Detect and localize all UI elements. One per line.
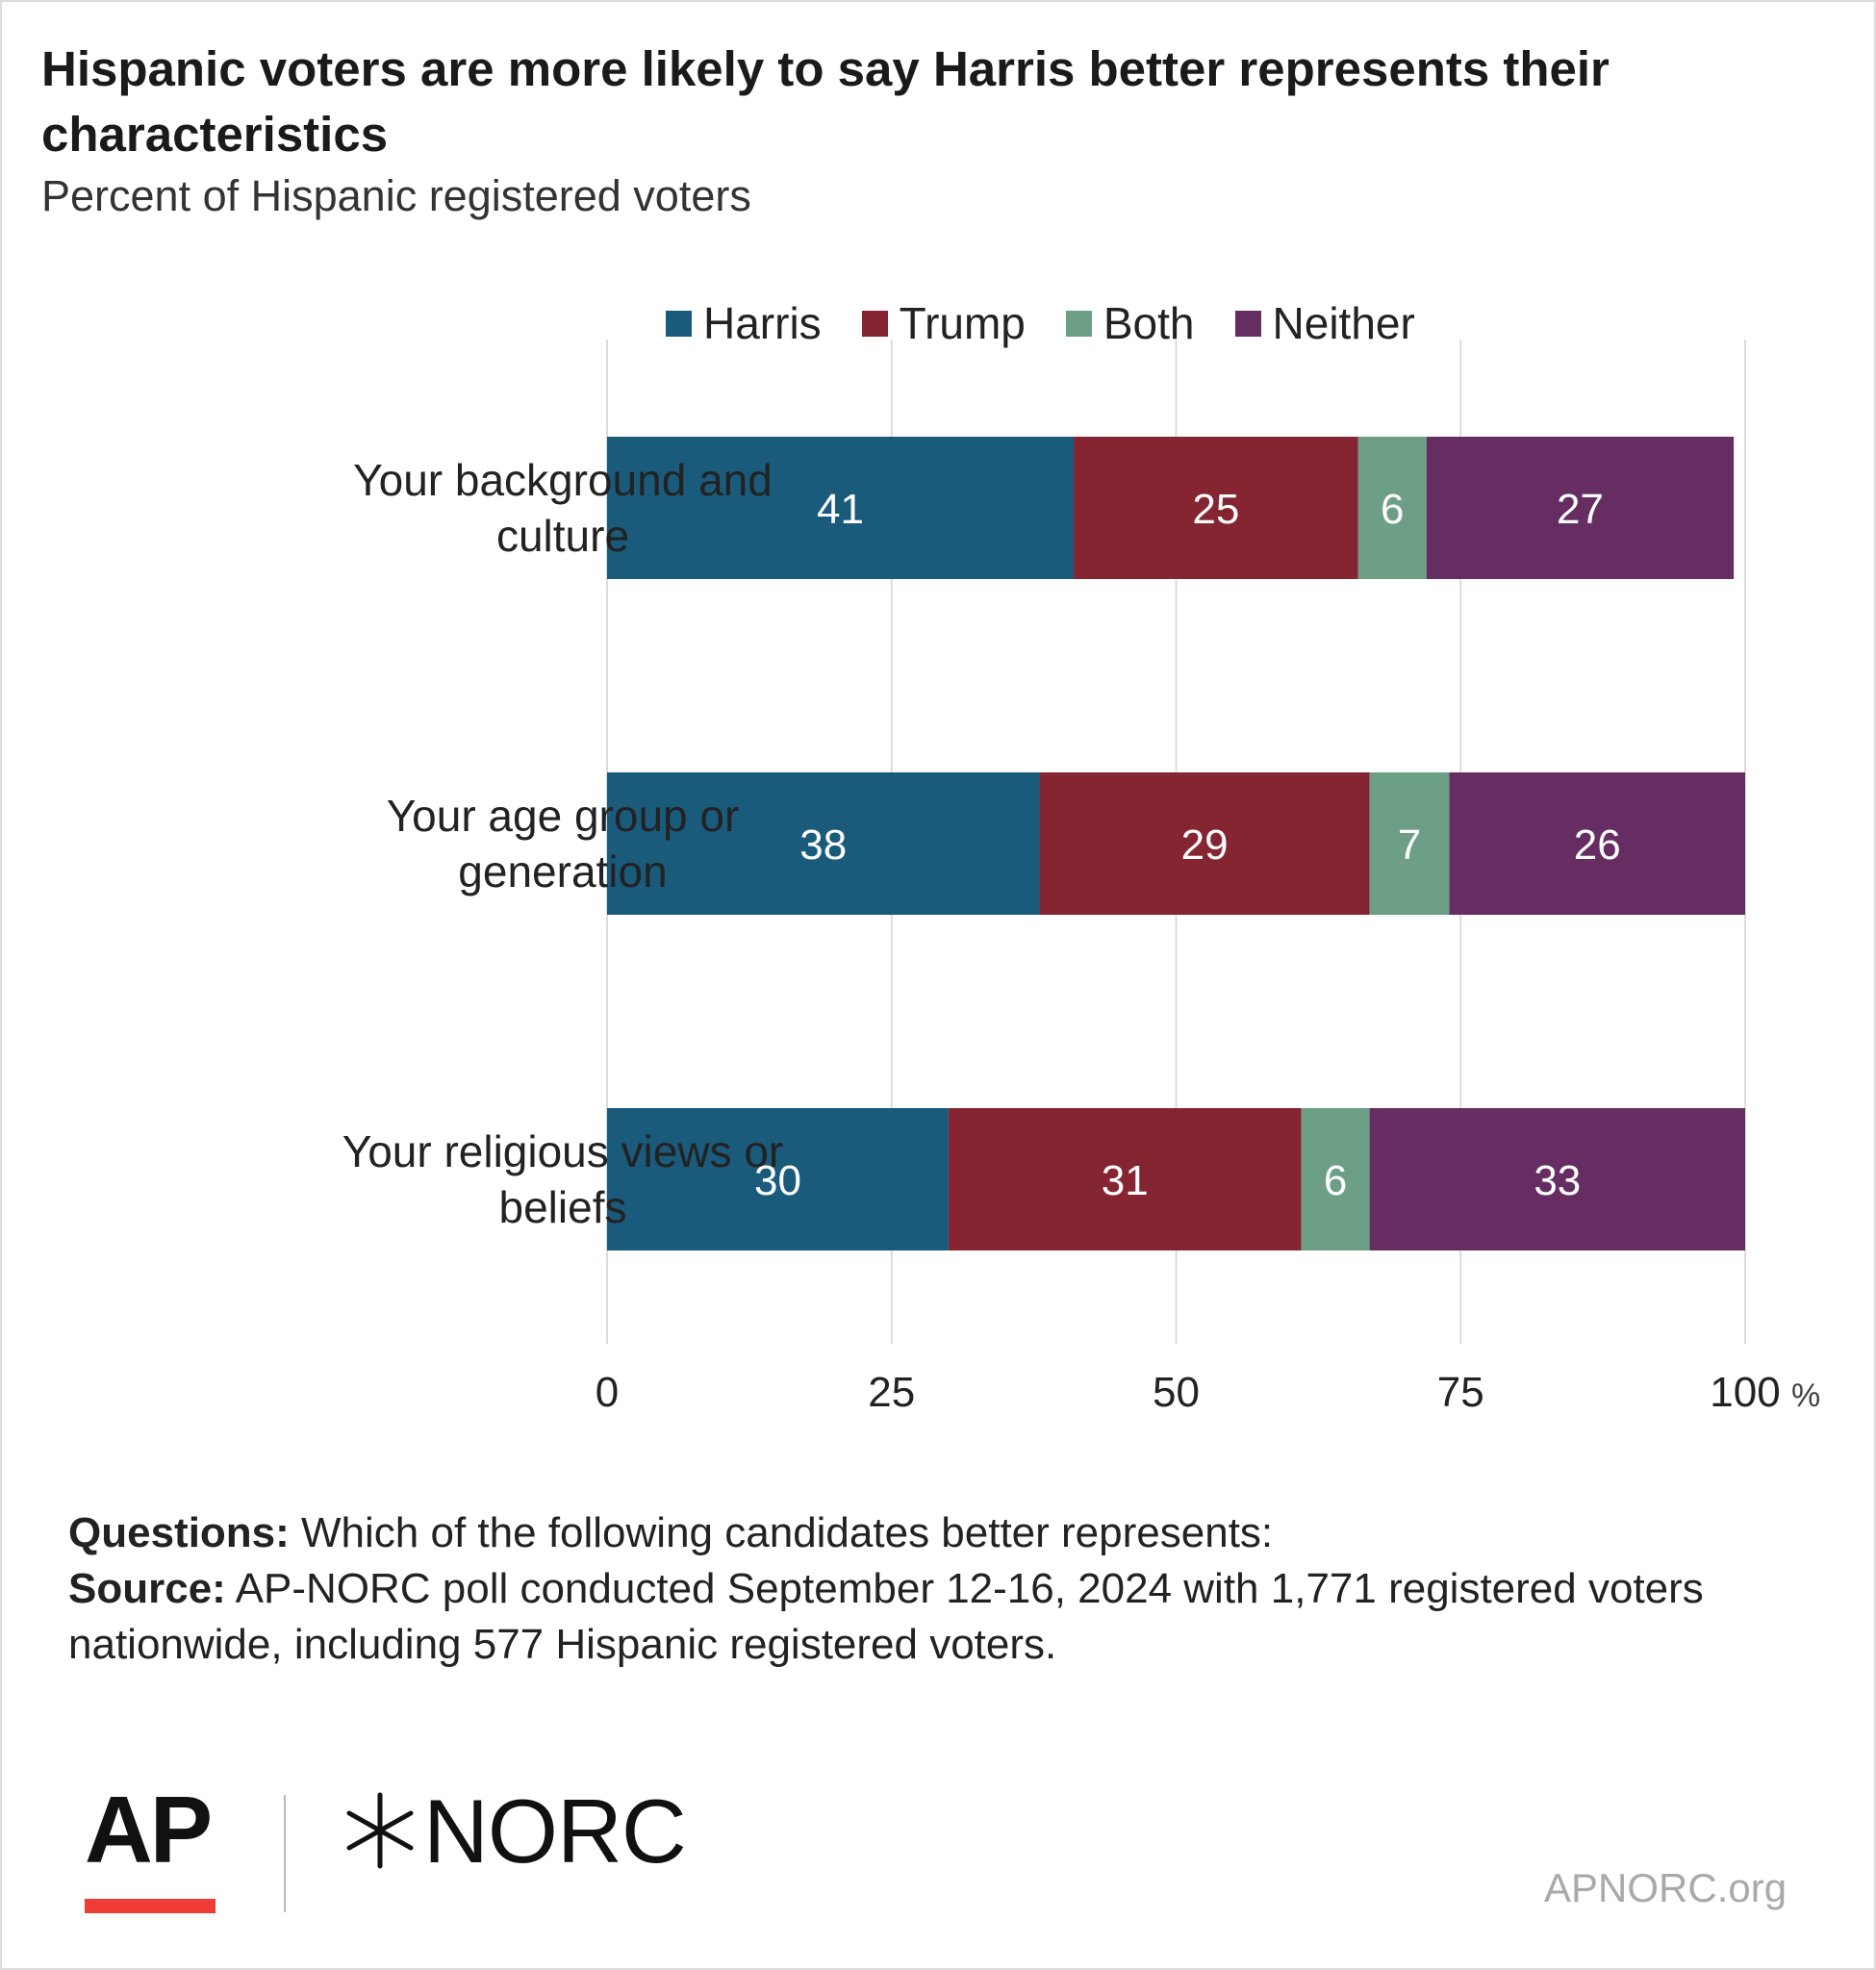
bar-segment-harris	[607, 772, 1040, 915]
chart-subtitle: Percent of Hispanic registered voters	[41, 171, 751, 220]
chart-legend: Harris Trump Both Neither	[666, 294, 1456, 352]
questions-label: Questions:	[68, 1509, 290, 1556]
category-label: culture	[496, 511, 629, 561]
legend-swatch	[861, 310, 888, 337]
bar-segment-trump	[948, 1108, 1302, 1250]
bar-segment-neither	[1426, 437, 1735, 579]
chart-footnote: Questions: Which of the following candid…	[68, 1505, 1819, 1673]
source-line: Source: AP-NORC poll conducted September…	[68, 1561, 1819, 1673]
data-label: 6	[1324, 1157, 1347, 1204]
bar-segment-harris	[607, 437, 1075, 579]
data-label: 7	[1398, 821, 1421, 869]
category-label: beliefs	[499, 1182, 627, 1232]
data-label: 26	[1574, 821, 1621, 869]
norc-logo: NORC	[423, 1781, 687, 1882]
data-label: 38	[799, 821, 847, 869]
site-url: APNORC.org	[1544, 1865, 1787, 1910]
category-label: Your age group or	[387, 791, 740, 841]
bar-segment-both	[1301, 1108, 1370, 1250]
ap-logo-underline	[85, 1899, 215, 1913]
bar-segment-trump	[1074, 437, 1358, 579]
legend-label: Harris	[703, 298, 822, 348]
legend-label: Both	[1103, 298, 1195, 348]
legend-swatch	[1065, 310, 1092, 337]
logo-divider	[284, 1795, 286, 1912]
legend-item-harris: Harris	[666, 296, 822, 350]
bar-segment-neither	[1369, 1108, 1745, 1250]
category-label: Your religious views or	[342, 1126, 784, 1176]
chart-title: Hispanic voters are more likely to say H…	[41, 41, 1610, 162]
bar-segment-harris	[607, 1108, 949, 1250]
legend-item-trump: Trump	[861, 296, 1026, 350]
legend-item-both: Both	[1065, 296, 1195, 350]
x-tick-label: 0	[596, 1369, 619, 1416]
data-label: 25	[1192, 486, 1239, 533]
x-tick-label: 75	[1437, 1369, 1484, 1416]
data-label: 27	[1557, 486, 1604, 533]
data-label: 31	[1102, 1157, 1149, 1204]
category-label: Your background and	[353, 455, 773, 505]
data-label: 33	[1534, 1157, 1581, 1204]
legend-item-neither: Neither	[1234, 296, 1415, 350]
ap-logo: AP	[85, 1777, 213, 1882]
stacked-bar-chart: 41 25 6 27 Your background and culture 38 29 7 26…	[342, 340, 1820, 1416]
source-label: Source:	[68, 1565, 226, 1612]
legend-label: Neither	[1272, 298, 1415, 348]
bar-segment-neither	[1449, 772, 1745, 915]
category-label: generation	[458, 846, 667, 897]
legend-swatch	[1234, 310, 1261, 337]
questions-text: Which of the following candidates better…	[301, 1509, 1274, 1556]
bar-segment-both	[1357, 437, 1427, 579]
x-axis-unit: %	[1791, 1377, 1820, 1414]
data-label: 29	[1181, 821, 1229, 869]
x-tick-label: 25	[868, 1369, 915, 1416]
bar-segment-both	[1369, 772, 1450, 915]
data-label: 30	[754, 1157, 801, 1204]
x-tick-label: 100	[1710, 1369, 1780, 1416]
data-label: 41	[817, 486, 864, 533]
bar-segment-trump	[1039, 772, 1370, 915]
legend-label: Trump	[899, 298, 1026, 348]
x-tick-label: 50	[1153, 1369, 1200, 1416]
norc-star-icon	[346, 1792, 414, 1869]
legend-swatch	[666, 310, 692, 337]
source-text: AP-NORC poll conducted September 12-16, …	[68, 1565, 1704, 1668]
questions-line: Questions: Which of the following candid…	[68, 1505, 1819, 1561]
data-label: 6	[1381, 486, 1404, 533]
